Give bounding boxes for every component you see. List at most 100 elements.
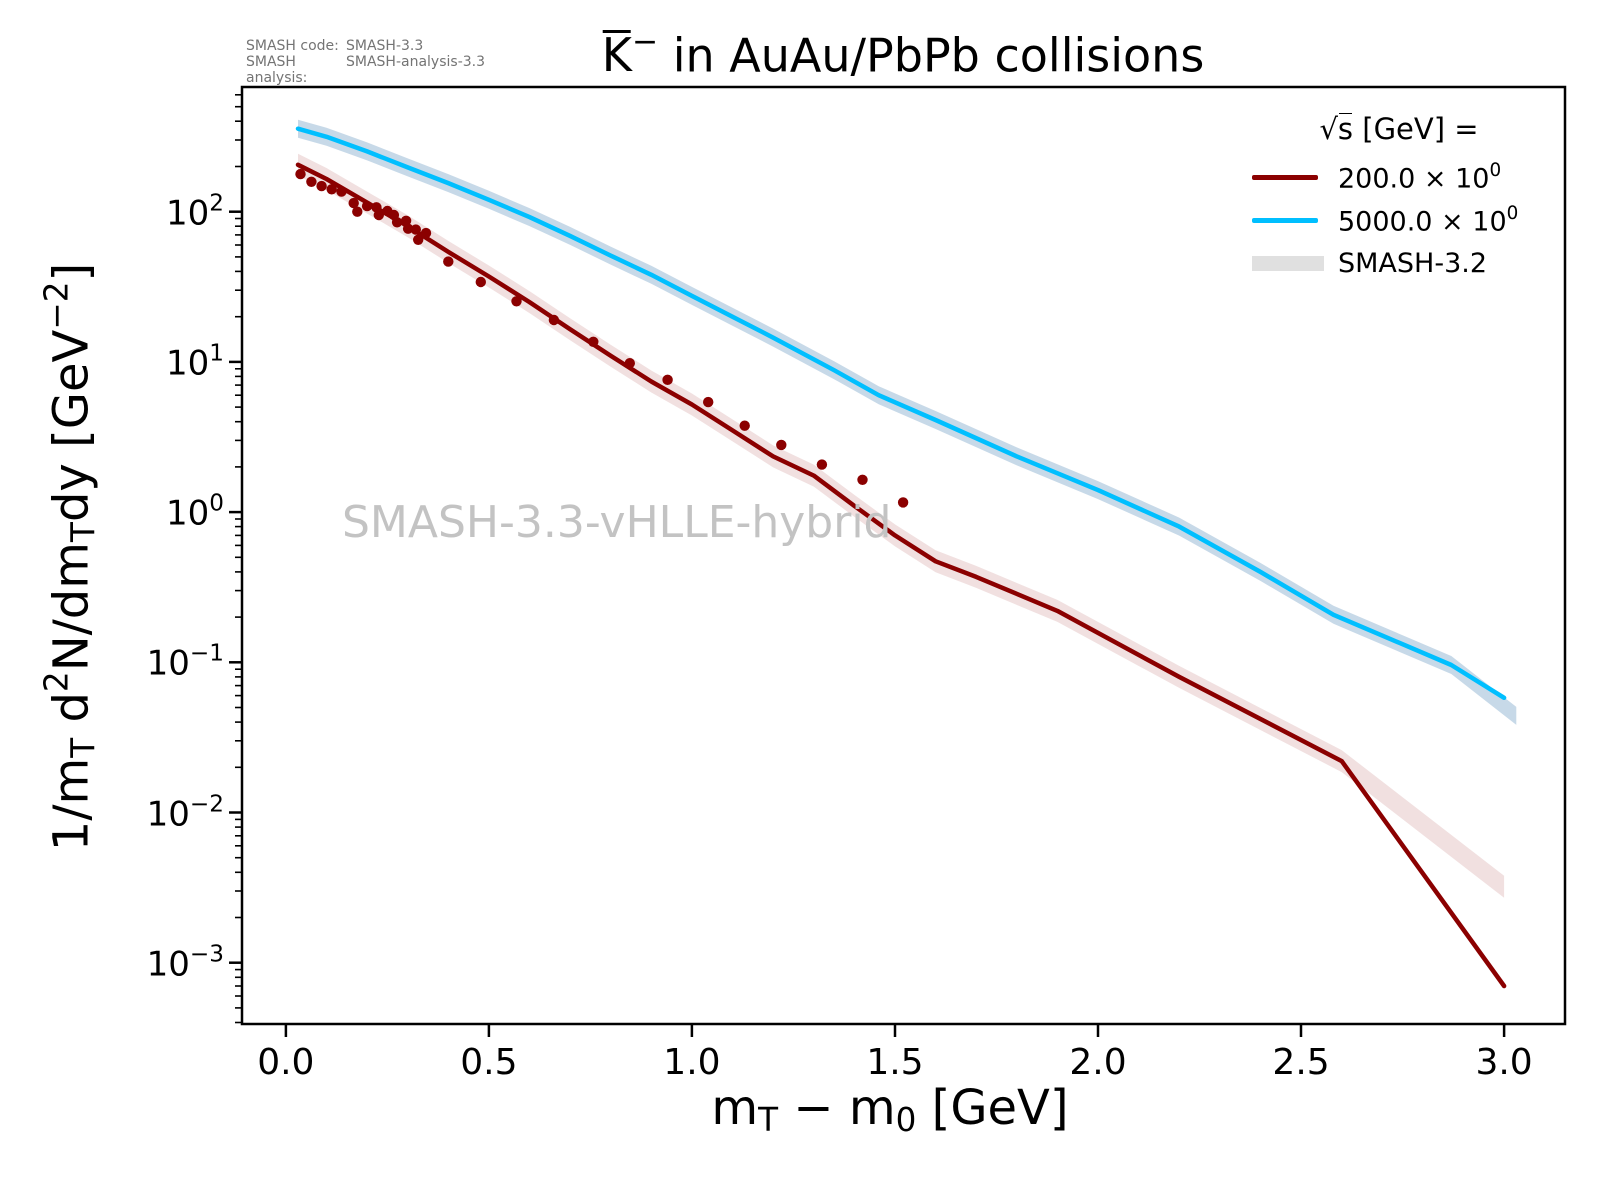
x-tick-label: 1.5 (866, 1042, 924, 1083)
y-tick-base: 10 (146, 643, 190, 684)
y-tick-label: 101 (166, 340, 224, 383)
data-point (776, 439, 787, 451)
x-tick-label: 0.0 (257, 1042, 315, 1083)
legend-title: √s [GeV] = (1252, 112, 1546, 146)
x-tick-label: 1.0 (663, 1042, 721, 1083)
label-fragment: ] (43, 262, 100, 282)
data-point (410, 224, 421, 235)
data-point (548, 314, 560, 326)
line-sqrt-s-5000-0-gev-smash-3-3- (295, 126, 1507, 701)
legend-label-base: 5000.0 × 10 (1338, 206, 1507, 238)
data-point (662, 374, 673, 385)
y-tick-label: 10−1 (147, 641, 224, 684)
x-axis-label: mT − m0 [GeV] (711, 1080, 1068, 1139)
x-tick-label: 2.0 (1069, 1042, 1127, 1083)
smash-analysis-value: SMASH-analysis-3.3 (346, 54, 486, 70)
legend-entry-label: 5000.0 × 100 (1338, 203, 1518, 237)
data-point (475, 276, 486, 288)
label-fragment: [GeV] (916, 1080, 1069, 1136)
line-sqrt-s-200-0-gev-smash-3-3- (295, 162, 1507, 989)
legend-line-swatch (1252, 175, 1318, 180)
data-point (420, 227, 432, 239)
label-fragment: √ (1319, 112, 1338, 146)
smash-version-annotation: SMASH code: SMASH-3.3 SMASH analysis: SM… (246, 38, 485, 86)
data-point (402, 223, 414, 234)
legend-entry: 5000.0 × 100 (1252, 199, 1546, 242)
data-point (857, 474, 868, 485)
x-tick-label: 2.5 (1272, 1042, 1330, 1083)
label-fragment: s (1337, 112, 1354, 146)
label-fragment: [GeV] = (1353, 112, 1479, 146)
label-fragment: T (64, 737, 103, 758)
smash-analysis-row: SMASH analysis: SMASH-analysis-3.3 (246, 54, 485, 86)
y-axis-label: 1/mT d2N/dmTdy [GeV−2] (37, 263, 102, 851)
data-point (413, 234, 424, 245)
y-tick-exponent: 0 (209, 490, 224, 517)
label-fragment: in AuAu/PbPb collisions (658, 28, 1205, 83)
legend-line-swatch (1252, 218, 1318, 223)
y-tick-label: 100 (166, 490, 224, 533)
legend-entry: SMASH-3.2 (1252, 242, 1546, 285)
data-point (361, 200, 373, 212)
label-fragment: −2 (37, 281, 76, 330)
y-tick-label: 102 (166, 190, 224, 233)
label-fragment: N/dm (43, 541, 100, 672)
band-smash-3-2-band-5000-0-gev (298, 119, 1517, 725)
legend-entry-label: SMASH-3.2 (1338, 248, 1487, 279)
legend-band-swatch (1252, 256, 1324, 271)
data-point (511, 296, 522, 307)
y-tick-base: 10 (146, 794, 190, 835)
data-point (348, 197, 359, 209)
data-point (624, 358, 635, 369)
data-point (295, 168, 306, 180)
smash-analysis-label: SMASH analysis: (246, 54, 308, 86)
y-tick-label: 10−2 (147, 791, 224, 834)
smash-code-label: SMASH code: (246, 38, 339, 54)
band-smash-3-2-band-200-0-gev (298, 153, 1505, 898)
data-point (816, 459, 828, 470)
data-point (588, 336, 599, 347)
data-point (352, 206, 363, 217)
legend: √s [GeV] = 200.0 × 100 5000.0 × 100 SMASH-… (1252, 112, 1546, 285)
legend-label-base: SMASH-3.2 (1338, 248, 1488, 279)
data-point (400, 215, 412, 226)
legend-label-base: 200.0 × 10 (1338, 163, 1490, 195)
data-point (897, 497, 909, 508)
legend-entry: 200.0 × 100 (1252, 156, 1546, 199)
y-tick-exponent: 2 (209, 190, 224, 217)
data-point (373, 209, 384, 221)
legend-label-exponent: 0 (1506, 203, 1519, 225)
x-tick-label: 0.5 (460, 1042, 518, 1083)
axes-frame (240, 85, 1567, 1026)
label-fragment: m (711, 1080, 759, 1136)
label-fragment: − (631, 24, 659, 60)
y-tick-base: 10 (166, 343, 210, 384)
label-fragment: dy [GeV (43, 329, 100, 523)
label-fragment: T (64, 522, 103, 542)
data-point (336, 186, 347, 197)
y-tick-base: 10 (166, 193, 210, 234)
data-point (391, 217, 403, 228)
data-point (316, 180, 327, 192)
label-fragment: d (43, 692, 100, 738)
y-tick-exponent: −2 (189, 790, 224, 817)
label-fragment: − m (778, 1080, 896, 1136)
label-fragment: 2 (37, 671, 76, 693)
data-point (306, 176, 317, 187)
label-fragment: K (601, 28, 632, 83)
watermark: SMASH-3.3-vHLLE-hybrid (342, 497, 892, 548)
chart-title: K− in AuAu/PbPb collisions (602, 24, 1205, 82)
data-point (739, 420, 750, 431)
data-point (703, 396, 714, 408)
label-fragment: T (758, 1101, 779, 1140)
data-point (326, 184, 337, 195)
y-tick-exponent: −3 (189, 941, 224, 968)
y-tick-base: 10 (146, 944, 190, 985)
y-tick-exponent: 1 (209, 340, 224, 367)
label-fragment: 1/m (43, 757, 100, 852)
data-point (443, 256, 454, 267)
legend-label-exponent: 0 (1489, 160, 1502, 182)
y-tick-base: 10 (166, 493, 210, 534)
